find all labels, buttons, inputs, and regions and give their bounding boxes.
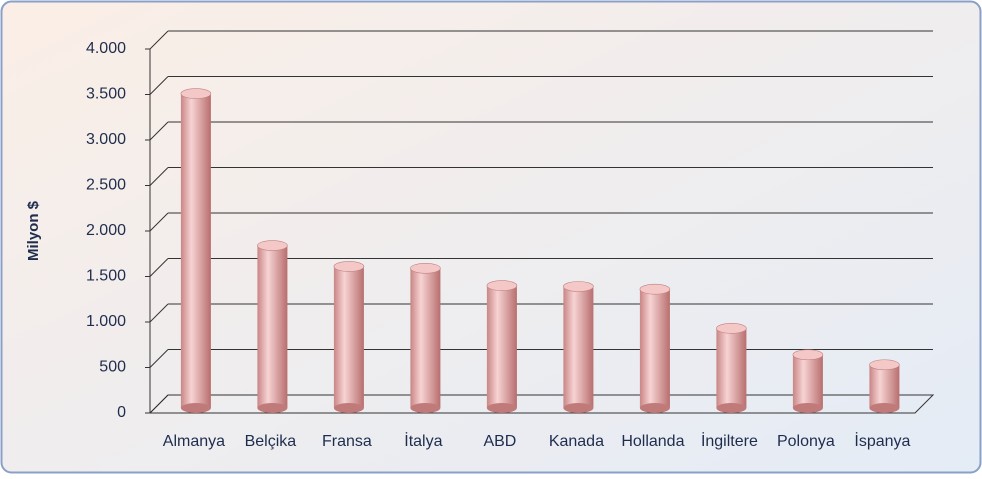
y-tick-label: 3.500 xyxy=(86,86,126,103)
bar-top xyxy=(869,359,900,371)
bar-base xyxy=(486,403,517,413)
bar-base xyxy=(563,403,594,413)
bar xyxy=(333,266,364,408)
grid-line xyxy=(149,394,169,414)
bar xyxy=(869,364,900,408)
x-tick-label: Polonya xyxy=(777,433,835,450)
grid-line xyxy=(149,121,169,141)
x-tick-label: İngiltere xyxy=(701,431,758,450)
bar-top xyxy=(410,262,441,274)
y-axis-title: Milyon $ xyxy=(25,200,42,261)
y-tick-label: 2.500 xyxy=(86,177,126,194)
grid-line xyxy=(149,76,169,95)
bar-top xyxy=(333,261,365,272)
x-tick-label: Belçika xyxy=(245,433,297,450)
grid-line xyxy=(149,167,169,186)
bar-top xyxy=(716,323,747,334)
y-tick-label: 4.000 xyxy=(86,40,126,57)
x-tick-label: Almanya xyxy=(163,433,225,450)
bar-top xyxy=(486,280,518,291)
bar xyxy=(257,245,288,408)
x-tick-label: İtalya xyxy=(404,431,442,450)
bar xyxy=(792,354,823,408)
bar-top xyxy=(792,349,824,361)
x-tick-label: Kanada xyxy=(549,433,604,450)
grid-line xyxy=(149,349,169,368)
x-tick-label: Fransa xyxy=(322,433,372,450)
bar-base xyxy=(869,403,900,413)
bar-base xyxy=(410,403,441,413)
bar-top xyxy=(639,283,671,295)
grid-line xyxy=(149,212,169,232)
bar-top xyxy=(563,281,594,292)
bar-base xyxy=(716,403,747,413)
bar-base xyxy=(180,403,211,413)
grid-line xyxy=(149,303,169,323)
y-tick-label: 0 xyxy=(117,404,126,421)
bar-base xyxy=(333,403,364,413)
grid-line xyxy=(149,30,169,50)
y-tick-label: 500 xyxy=(99,359,126,376)
bar-base xyxy=(639,403,670,413)
grid-line xyxy=(149,258,169,277)
bar-base xyxy=(792,403,823,413)
y-tick-label: 3.000 xyxy=(86,131,126,148)
x-tick-label: İspanya xyxy=(854,431,910,450)
bar xyxy=(180,93,211,408)
bar xyxy=(716,328,747,408)
bar-base xyxy=(257,403,288,413)
y-tick-label: 1.000 xyxy=(86,313,126,330)
bar-top xyxy=(257,240,288,251)
bar xyxy=(410,268,441,408)
bar-top xyxy=(180,88,212,99)
bar xyxy=(563,286,594,408)
bar xyxy=(486,285,517,408)
x-tick-label: ABD xyxy=(483,433,516,450)
y-tick-label: 1.500 xyxy=(86,268,126,285)
bar xyxy=(639,289,670,408)
x-tick-label: Hollanda xyxy=(621,433,684,450)
y-tick-label: 2.000 xyxy=(86,222,126,239)
